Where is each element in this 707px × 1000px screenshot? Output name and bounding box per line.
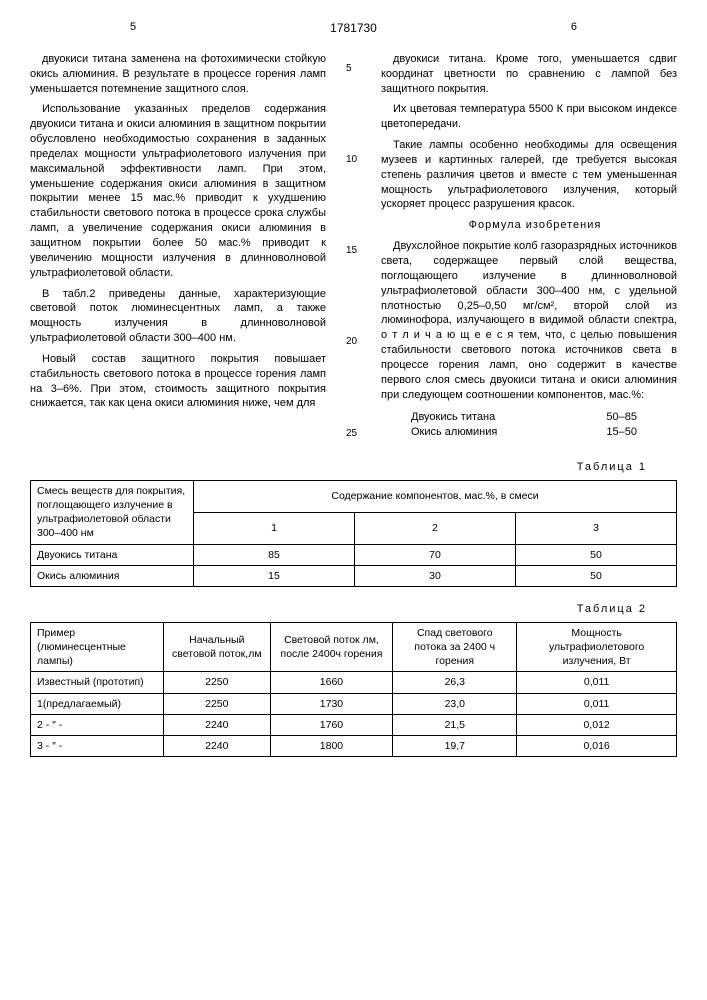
cell: 2 - ″ - [31,714,164,735]
component-value: 50–85 [606,410,637,425]
cell: 0,012 [517,714,677,735]
cell: 26,3 [393,672,517,693]
table2-header: Световой поток лм, после 2400ч горения [270,622,393,672]
cell: 50 [515,544,676,565]
cell: Двуокись титана [31,544,194,565]
table2-header: Начальный световой поток,лм [164,622,271,672]
table1-header-top: Содержание компонентов, мас.%, в смеси [194,480,677,512]
cell: Известный (прототип) [31,672,164,693]
cell: 85 [194,544,355,565]
paragraph: Использование указанных пределов содержа… [30,102,326,280]
left-column: двуокиси титана заменена на фотохимическ… [30,52,326,440]
cell: 70 [354,544,515,565]
line-marker: 25 [346,427,361,441]
line-marker: 15 [346,244,361,258]
cell: 30 [354,565,515,586]
table-row: Окись алюминия 15 30 50 [31,565,677,586]
paragraph: Их цветовая температура 5500 К при высок… [381,102,677,132]
text-columns: двуокиси титана заменена на фотохимическ… [30,52,677,440]
table2-header: Мощность ультрафиолетового излучения, Вт [517,622,677,672]
page-header: 5 1781730 6 [30,20,677,37]
table-row: 1(предлагаемый) 2250 1730 23,0 0,011 [31,693,677,714]
paragraph: В табл.2 приведены данные, характеризующ… [30,287,326,346]
cell: 0,011 [517,672,677,693]
cell: 1800 [270,735,393,756]
table1-label: Таблица 1 [30,460,647,475]
cell: 2250 [164,693,271,714]
paragraph: Двухслойное покрытие колб газоразрядных … [381,239,677,402]
line-markers: 5 10 15 20 25 [346,52,361,440]
line-marker: 10 [346,153,361,167]
table-row: 3 - ″ - 2240 1800 19,7 0,016 [31,735,677,756]
line-marker: 5 [346,62,361,76]
table-row: Известный (прототип) 2250 1660 26,3 0,01… [31,672,677,693]
table1: Смесь веществ для покрытия, поглощающего… [30,480,677,587]
component-name: Окись алюминия [411,425,497,440]
cell: 50 [515,565,676,586]
cell: 2240 [164,735,271,756]
component-row: Двуокись титана 50–85 [381,410,677,425]
page-number-right: 6 [571,20,577,35]
paragraph: Новый состав защитного покрытия повышает… [30,352,326,411]
document-number: 1781730 [330,20,377,36]
cell: 23,0 [393,693,517,714]
cell: 1730 [270,693,393,714]
table1-col: 2 [354,512,515,544]
cell: 0,011 [517,693,677,714]
cell: 3 - ″ - [31,735,164,756]
table1-col: 3 [515,512,676,544]
cell: 1660 [270,672,393,693]
table2-header: Пример (люминесцентные лампы) [31,622,164,672]
cell: 0,016 [517,735,677,756]
table2: Пример (люминесцентные лампы) Начальный … [30,622,677,757]
table2-label: Таблица 2 [30,602,647,617]
line-marker: 20 [346,335,361,349]
paragraph: двуокиси титана заменена на фотохимическ… [30,52,326,97]
table1-header-left: Смесь веществ для покрытия, поглощающего… [31,480,194,544]
component-name: Двуокись титана [411,410,495,425]
component-row: Окись алюминия 15–50 [381,425,677,440]
paragraph: двуокиси титана. Кроме того, уменьшается… [381,52,677,97]
component-list: Двуокись титана 50–85 Окись алюминия 15–… [381,410,677,440]
cell: 1(предлагаемый) [31,693,164,714]
paragraph: Такие лампы особенно необходимы для осве… [381,138,677,212]
cell: 2240 [164,714,271,735]
table-row: 2 - ″ - 2240 1760 21,5 0,012 [31,714,677,735]
cell: 1760 [270,714,393,735]
page-number-left: 5 [130,20,136,35]
formula-title: Формула изобретения [381,218,677,233]
cell: 21,5 [393,714,517,735]
cell: 15 [194,565,355,586]
component-value: 15–50 [606,425,637,440]
cell: 19,7 [393,735,517,756]
cell: 2250 [164,672,271,693]
table2-header: Спад светового потока за 2400 ч горения [393,622,517,672]
cell: Окись алюминия [31,565,194,586]
table-row: Двуокись титана 85 70 50 [31,544,677,565]
right-column: двуокиси титана. Кроме того, уменьшается… [381,52,677,440]
table1-col: 1 [194,512,355,544]
